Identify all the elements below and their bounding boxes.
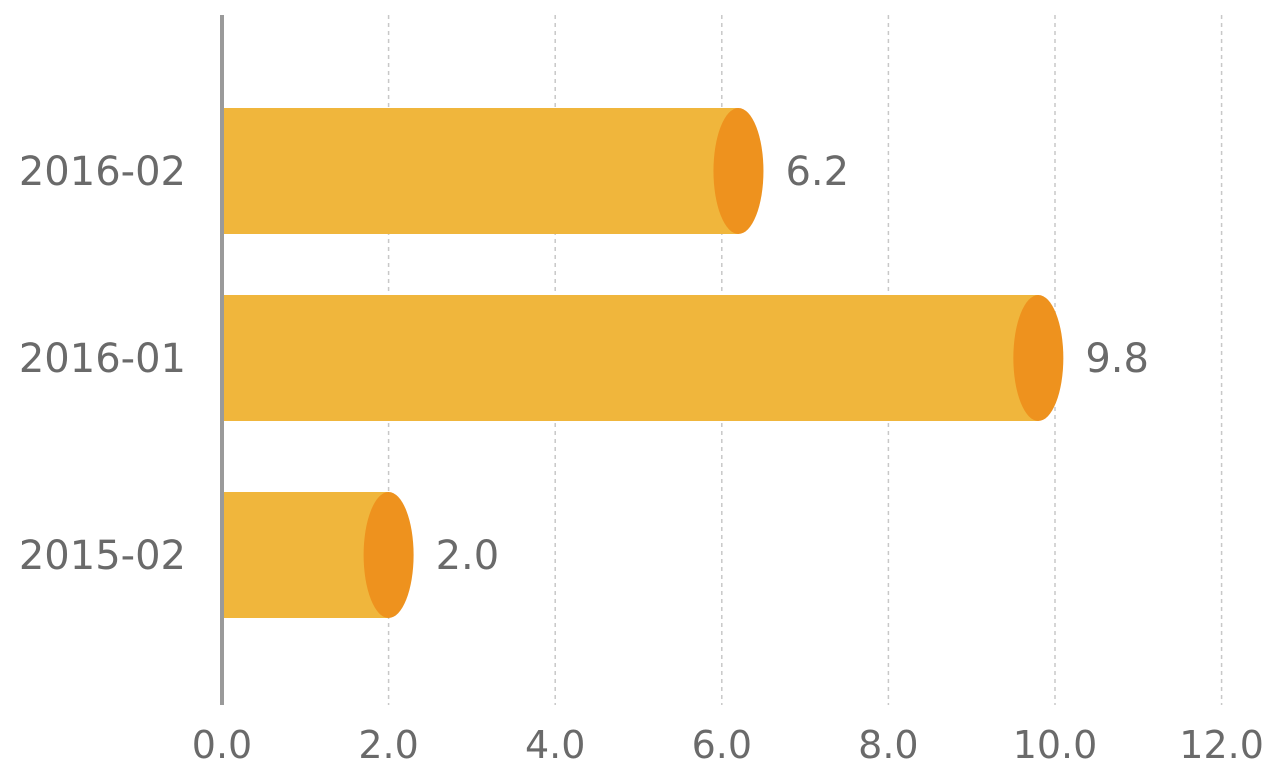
x-tick-label: 8.0 (858, 723, 918, 766)
x-tick-label: 6.0 (692, 723, 752, 766)
category-labels: 2016-02 2016-01 2015-02 (19, 149, 186, 579)
x-tick-label: 12.0 (1179, 723, 1264, 766)
value-label: 6.2 (785, 149, 849, 195)
x-tick-label: 4.0 (525, 723, 585, 766)
bar-1 (222, 295, 1064, 421)
bar-body (222, 108, 739, 234)
category-label: 2015-02 (19, 533, 186, 579)
bars (222, 108, 1064, 618)
value-label: 2.0 (436, 533, 500, 579)
bar-0 (222, 108, 764, 234)
x-tick-label: 0.0 (192, 723, 252, 766)
value-label: 9.8 (1085, 336, 1149, 382)
x-tick-label: 2.0 (358, 723, 418, 766)
category-label: 2016-01 (19, 336, 186, 382)
bar-cap (713, 108, 764, 234)
x-tick-label: 10.0 (1013, 723, 1098, 766)
category-label: 2016-02 (19, 149, 186, 195)
bar-body (222, 295, 1039, 421)
bar-body (222, 492, 389, 618)
bar-cap (363, 492, 414, 618)
bar-2 (222, 492, 414, 618)
bar-cap (1013, 295, 1064, 421)
value-labels: 6.2 9.8 2.0 (436, 149, 1149, 579)
x-tick-labels: 0.0 2.0 4.0 6.0 8.0 10.0 12.0 (192, 723, 1264, 766)
